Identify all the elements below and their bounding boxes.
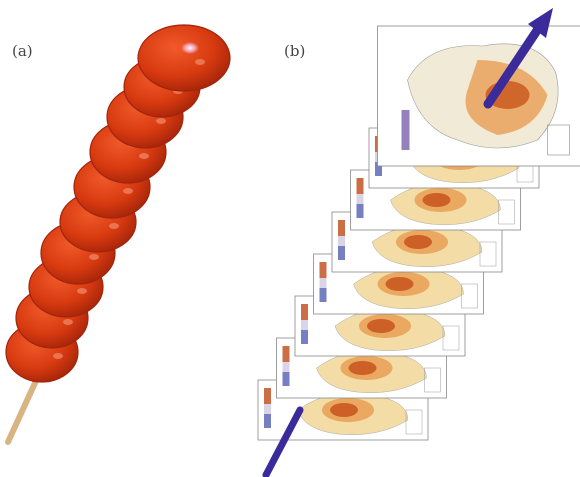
skewer-stick <box>5 369 43 445</box>
haw-berries <box>5 24 231 383</box>
gloss-highlight <box>181 42 199 54</box>
arrow-shaft <box>483 21 545 109</box>
arrow-tail <box>262 406 304 477</box>
candied-haws-illustration <box>5 24 231 445</box>
haw-berry <box>137 24 231 92</box>
map-sheet <box>377 25 580 167</box>
map-stack <box>257 25 580 441</box>
arrow-head <box>528 8 553 38</box>
panel-a-label: (a) <box>12 42 33 60</box>
stacked-maps <box>257 8 580 477</box>
panel-b-label: (b) <box>284 42 306 60</box>
